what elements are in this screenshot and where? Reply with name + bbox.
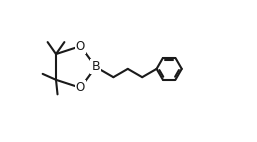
Text: O: O — [76, 81, 85, 94]
Text: O: O — [76, 40, 85, 53]
Text: B: B — [91, 60, 100, 73]
